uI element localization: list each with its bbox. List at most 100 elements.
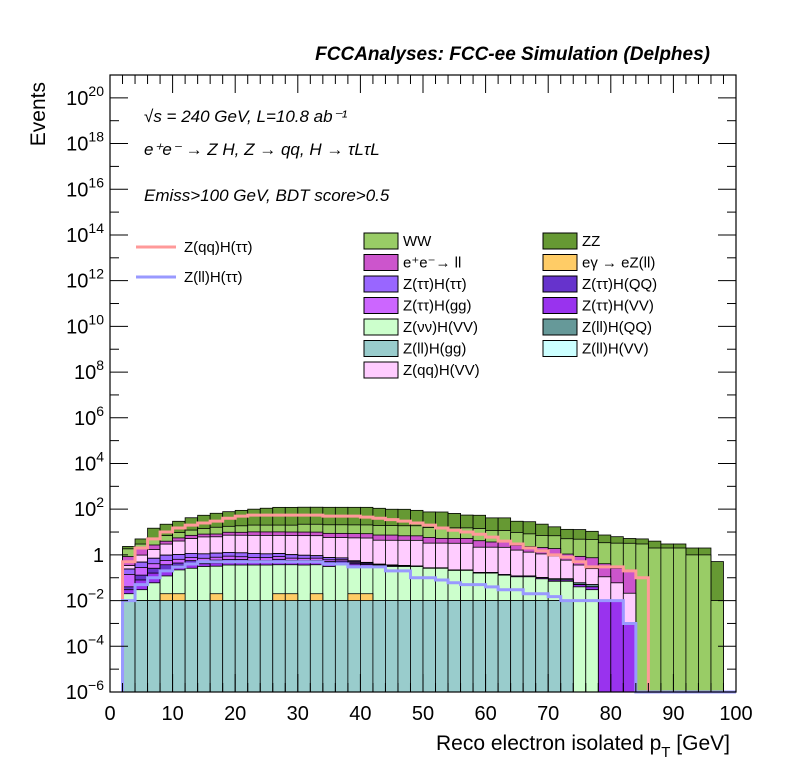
bar xyxy=(172,600,186,693)
bar xyxy=(247,600,261,693)
series-1 xyxy=(122,600,574,693)
bar xyxy=(560,600,574,693)
bar xyxy=(309,600,324,693)
legend-label: Z(ll)H(VV) xyxy=(582,341,649,358)
bar xyxy=(147,600,161,693)
bar xyxy=(209,600,224,693)
legend-swatch xyxy=(542,318,578,336)
x-tick-label: 60 xyxy=(474,703,496,725)
legend-label: WW xyxy=(403,233,432,250)
legend-label: Z(qq)H(ττ) xyxy=(184,239,253,256)
bar xyxy=(622,623,637,693)
bar xyxy=(660,547,674,693)
bar xyxy=(184,600,199,693)
x-tick-label: 10 xyxy=(161,703,183,725)
bar xyxy=(472,600,486,693)
bar xyxy=(234,600,249,693)
bar xyxy=(334,600,349,693)
legend-label: Z(qq)H(VV) xyxy=(403,362,480,379)
bar xyxy=(284,600,299,693)
x-tick-label: 90 xyxy=(662,703,684,725)
legend-swatch xyxy=(542,232,578,250)
overlay-line-1 xyxy=(121,513,736,694)
chart-title: FCCAnalyses: FCC-ee Simulation (Delphes) xyxy=(315,44,710,65)
legend-label: Z(ll)H(ττ) xyxy=(184,269,243,286)
y-tick-label: 102 xyxy=(74,494,104,521)
y-tick-label: 10−6 xyxy=(66,677,104,704)
legend-swatch xyxy=(363,232,399,250)
y-tick-label: 1018 xyxy=(66,129,104,156)
legend-swatch xyxy=(542,275,578,293)
y-tick-label: 10−4 xyxy=(66,631,104,658)
annotation-2: e⁺e⁻ → Z H, Z → qq, H → τLτL xyxy=(144,140,380,159)
bar xyxy=(585,589,599,693)
legend-swatch xyxy=(363,275,399,293)
legend-label: ZZ xyxy=(582,233,600,250)
x-tick-label: 100 xyxy=(719,703,752,725)
bar xyxy=(410,600,424,693)
bar xyxy=(572,586,587,693)
legend-label: Z(ττ)H(QQ) xyxy=(582,276,657,293)
legend-swatch xyxy=(363,340,399,357)
annotation-3: Emiss>100 GeV, BDT score>0.5 xyxy=(144,186,390,205)
legend-swatch xyxy=(363,254,399,271)
bar xyxy=(272,600,286,693)
legend-label: Z(ττ)H(gg) xyxy=(403,298,472,315)
legend-label: Z(ll)H(gg) xyxy=(403,341,466,358)
y-tick-label: 104 xyxy=(74,448,104,475)
bar xyxy=(447,600,461,693)
y-tick-label: 1020 xyxy=(66,83,104,110)
legend-label: Z(ττ)H(ττ) xyxy=(403,276,467,293)
bar xyxy=(610,600,624,693)
y-tick-label: 10−2 xyxy=(66,586,104,613)
bar xyxy=(422,600,436,693)
bar xyxy=(297,600,311,693)
x-tick-label: 50 xyxy=(412,703,434,725)
legend-swatch xyxy=(542,340,578,357)
bar xyxy=(134,600,148,693)
y-tick-label: 1 xyxy=(93,545,104,567)
bar xyxy=(197,600,211,693)
overlay-line-2 xyxy=(121,560,736,694)
legend-swatch xyxy=(363,297,399,314)
x-tick-label: 70 xyxy=(537,703,559,725)
bar xyxy=(685,554,699,693)
y-tick-label: 1012 xyxy=(66,266,104,293)
y-tick-label: 106 xyxy=(74,403,104,430)
legend-swatch xyxy=(542,297,578,314)
bar xyxy=(535,600,549,693)
bar xyxy=(510,600,524,693)
y-tick-label: 1016 xyxy=(66,174,104,201)
legend-swatch xyxy=(542,254,578,271)
bar xyxy=(485,600,499,693)
annotation-1: √s = 240 GeV, L=10.8 ab⁻¹ xyxy=(144,107,348,126)
bar xyxy=(372,600,386,693)
x-tick-label: 20 xyxy=(224,703,246,725)
x-tick-label: 0 xyxy=(104,703,115,725)
bar xyxy=(322,600,336,693)
bar xyxy=(673,547,687,693)
legend-swatch xyxy=(363,318,399,336)
bar xyxy=(547,600,562,693)
y-axis-label: Events xyxy=(27,82,50,146)
bar xyxy=(385,600,399,693)
legend: Z(qq)H(ττ) Z(ll)H(ττ) WW ZZ e⁺e⁻→ ll eγ → eZ(… xyxy=(136,232,657,379)
legend-swatch xyxy=(363,361,399,379)
bar xyxy=(460,600,474,693)
x-tick-label: 80 xyxy=(600,703,622,725)
bar xyxy=(159,600,174,693)
y-tick-label: 1014 xyxy=(66,220,104,247)
bar xyxy=(497,600,512,693)
y-tick-label: 108 xyxy=(74,357,104,384)
legend-label: Z(ττ)H(VV) xyxy=(582,298,654,315)
x-tick-label: 40 xyxy=(349,703,371,725)
bar xyxy=(347,600,361,693)
bar xyxy=(635,543,649,693)
x-axis-label: Reco electron isolated pT [GeV] xyxy=(436,732,730,761)
bar xyxy=(222,600,236,693)
legend-label: e⁺e⁻→ ll xyxy=(403,255,461,272)
bar xyxy=(259,600,274,693)
bar xyxy=(647,547,662,693)
bar xyxy=(698,554,712,693)
legend-label: eγ → eZ(ll) xyxy=(582,255,655,272)
